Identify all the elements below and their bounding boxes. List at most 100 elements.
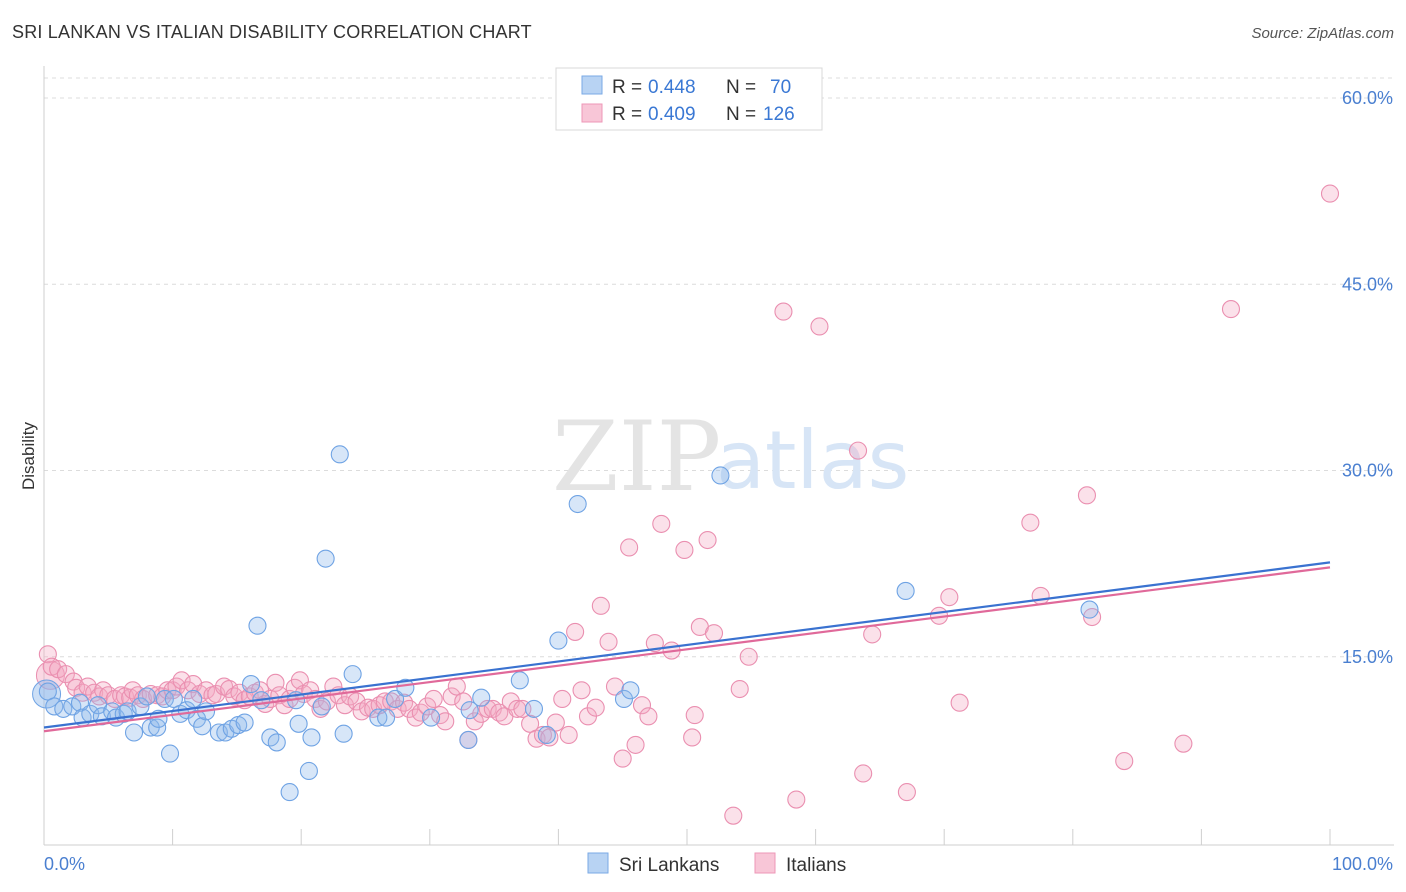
- stats-n-label: N =: [726, 104, 756, 125]
- points-layer: [32, 184, 1340, 825]
- data-point: [586, 698, 605, 717]
- data-point: [1115, 751, 1134, 771]
- data-point: [347, 692, 366, 711]
- legend-label-sri-lankans: Sri Lankans: [619, 855, 719, 876]
- data-point: [1221, 300, 1241, 319]
- stats-legend: R = 0.448 N = 70 R = 0.409 N = 126: [555, 67, 823, 131]
- data-point: [267, 733, 286, 752]
- data-point: [711, 466, 730, 485]
- stats-r-value: 0.448: [648, 77, 696, 98]
- data-point: [787, 790, 806, 809]
- data-point: [553, 689, 572, 709]
- data-point: [436, 712, 455, 731]
- data-point: [396, 678, 415, 697]
- data-point: [537, 725, 556, 745]
- data-point: [1021, 513, 1040, 532]
- stats-r-label: R =: [612, 104, 642, 125]
- stats-r-label: R =: [612, 77, 642, 98]
- data-point: [848, 441, 868, 460]
- data-point: [442, 687, 461, 706]
- data-point: [369, 708, 388, 727]
- data-point: [863, 625, 882, 644]
- data-point: [460, 701, 479, 720]
- data-point: [632, 696, 652, 715]
- y-tick-label: 60.0%: [1342, 88, 1393, 108]
- trend-line: [43, 566, 1331, 733]
- data-point: [1320, 184, 1340, 203]
- data-point: [317, 692, 336, 711]
- source-label: Source: ZipAtlas.com: [1251, 25, 1394, 42]
- data-point: [605, 677, 625, 696]
- trend-line: [43, 561, 1331, 729]
- stats-n-value: 126: [763, 104, 795, 125]
- y-tick-label: 15.0%: [1342, 647, 1393, 667]
- watermark: ZIP atlas: [552, 401, 909, 513]
- y-tick-label: 30.0%: [1342, 461, 1393, 481]
- data-point: [698, 530, 717, 550]
- data-point: [1174, 734, 1193, 753]
- x-tick-label: 0.0%: [44, 854, 85, 874]
- data-point: [172, 671, 191, 690]
- data-point: [235, 713, 254, 732]
- data-point: [330, 445, 349, 464]
- data-point: [739, 647, 758, 666]
- data-point: [386, 689, 405, 709]
- data-point: [724, 806, 743, 825]
- data-point: [422, 708, 441, 727]
- data-point: [940, 588, 959, 607]
- ticks-layer: 15.0% 30.0% 45.0% 60.0% 0.0% 100.0%: [44, 88, 1393, 874]
- series-legend: Sri Lankans Italians: [587, 852, 846, 876]
- legend-label-italians: Italians: [786, 855, 846, 876]
- data-point: [591, 596, 610, 615]
- data-point: [620, 538, 639, 557]
- data-point: [559, 725, 578, 745]
- data-point: [730, 679, 749, 699]
- stats-swatch-italians: [581, 103, 603, 123]
- data-point: [1080, 600, 1099, 619]
- data-point: [652, 514, 671, 533]
- data-point: [164, 689, 183, 709]
- data-point: [1083, 607, 1102, 627]
- data-point: [137, 687, 156, 706]
- data-point: [566, 622, 585, 641]
- data-point: [406, 708, 425, 727]
- data-point: [626, 735, 645, 754]
- stats-n-value: 70: [770, 77, 791, 98]
- data-point: [524, 699, 544, 718]
- data-point: [1077, 486, 1096, 505]
- data-point: [645, 634, 664, 653]
- data-point: [70, 693, 90, 712]
- data-point: [854, 764, 873, 783]
- stats-r-value: 0.409: [648, 104, 696, 125]
- chart-title: SRI LANKAN VS ITALIAN DISABILITY CORRELA…: [12, 22, 532, 42]
- data-point: [685, 706, 704, 725]
- data-point: [280, 783, 299, 802]
- data-point: [675, 540, 694, 560]
- data-point: [478, 699, 497, 718]
- data-point: [568, 494, 587, 514]
- data-point: [289, 714, 308, 733]
- data-point: [1031, 586, 1050, 605]
- data-point: [704, 624, 724, 643]
- data-point: [241, 675, 261, 694]
- data-point: [465, 712, 484, 731]
- data-point: [621, 681, 640, 700]
- legend-swatch-italians: [754, 852, 776, 874]
- legend-swatch-sri-lankans: [587, 852, 609, 874]
- data-point: [184, 689, 203, 709]
- data-point: [540, 728, 559, 747]
- data-point: [377, 708, 396, 727]
- data-point: [572, 681, 591, 700]
- data-point: [472, 688, 491, 707]
- data-point: [312, 697, 331, 716]
- data-point: [334, 724, 353, 743]
- y-tick-label: 45.0%: [1342, 274, 1393, 294]
- data-point: [193, 717, 212, 736]
- axes-layer: [43, 66, 1394, 846]
- trend-layer: [43, 561, 1331, 733]
- x-tick-label: 100.0%: [1332, 854, 1393, 874]
- watermark-zip: ZIP: [552, 401, 721, 513]
- data-point: [639, 707, 658, 726]
- data-point: [897, 783, 916, 802]
